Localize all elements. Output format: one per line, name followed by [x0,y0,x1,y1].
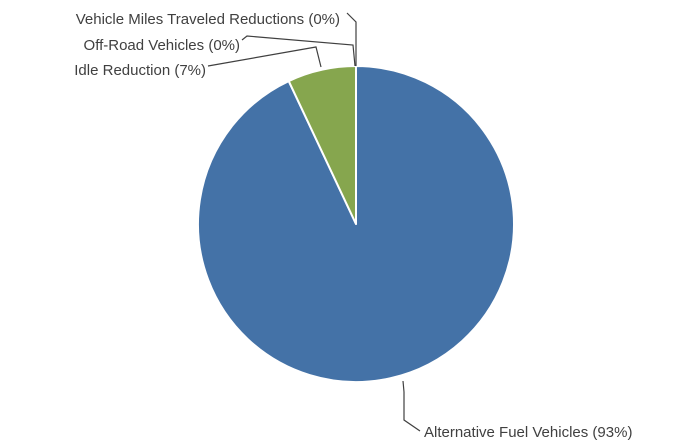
data-label: Idle Reduction (7%) [74,62,206,79]
leader-line [207,46,322,68]
leader-line [402,380,421,432]
data-label: Alternative Fuel Vehicles (93%) [424,424,632,441]
leader-line [346,12,357,66]
data-label: Vehicle Miles Traveled Reductions (0%) [76,11,340,28]
pie-slice [287,65,357,225]
data-label: Off-Road Vehicles (0%) [84,37,240,54]
leader-line [241,35,356,67]
